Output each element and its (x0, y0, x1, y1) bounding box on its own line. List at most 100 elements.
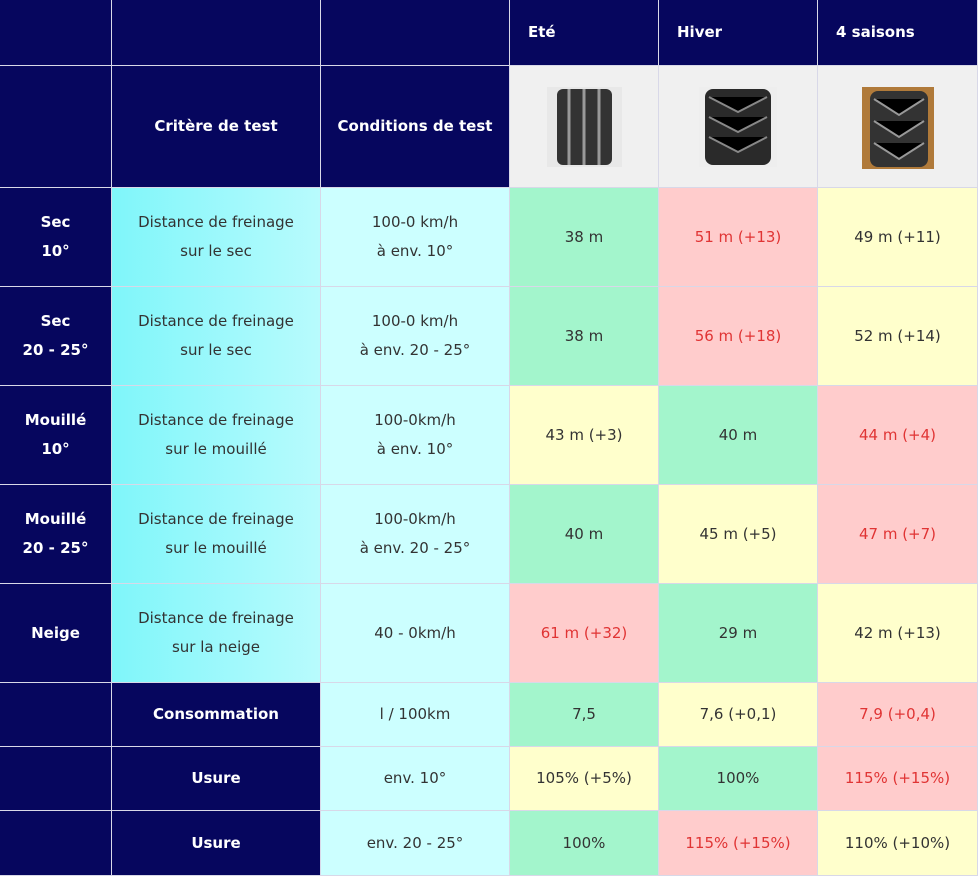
row-label: Neige (0, 584, 112, 683)
conditions-cell: 100-0km/h à env. 20 - 25° (321, 485, 510, 584)
header-cell (0, 0, 112, 66)
conditions-line: 100-0 km/h (371, 213, 459, 231)
column-header: Eté (510, 0, 659, 66)
result-value: 100% (562, 833, 606, 852)
result-cell: 52 m (+14) (818, 287, 978, 386)
criterion-cell: Distance de freinage sur le sec (112, 287, 321, 386)
conditions-line: à env. 10° (376, 440, 454, 458)
criterion-line: sur le mouillé (165, 440, 267, 458)
result-value: 7,9 (+0,4) (859, 705, 936, 723)
criterion-header: Critère de test (154, 117, 278, 135)
row-label-line: 20 - 25° (22, 341, 89, 359)
column-header: 4 saisons (818, 0, 978, 66)
criterion-cell: Distance de freinage sur le mouillé (112, 485, 321, 584)
result-value: 40 m (718, 425, 758, 444)
result-cell: 40 m (659, 386, 818, 485)
criterion-cell: Distance de freinage sur le mouillé (112, 386, 321, 485)
conditions-cell: 100-0 km/h à env. 10° (321, 188, 510, 287)
result-cell: 38 m (510, 188, 659, 287)
conditions-line: à env. 20 - 25° (359, 341, 471, 359)
header-cell (321, 0, 510, 66)
row-label-line: 10° (41, 440, 70, 458)
conditions-line: 100-0km/h (374, 510, 456, 528)
result-cell: 38 m (510, 287, 659, 386)
winter-tire-image (699, 87, 777, 167)
result-cell: 45 m (+5) (659, 485, 818, 584)
criterion-line: sur le mouillé (165, 539, 267, 557)
column-title: Eté (528, 23, 556, 41)
row-label-line: Neige (31, 623, 80, 642)
all-season-tire-image (862, 87, 934, 169)
row-label: Sec 20 - 25° (0, 287, 112, 386)
row-label: Mouillé 10° (0, 386, 112, 485)
criterion-line: Distance de freinage (138, 609, 294, 627)
conditions-cell: env. 10° (321, 747, 510, 811)
row-label (0, 811, 112, 876)
result-value: 40 m (564, 524, 604, 543)
conditions-line: env. 20 - 25° (366, 833, 464, 852)
result-value: 110% (+10%) (844, 833, 951, 852)
result-cell: 49 m (+11) (818, 188, 978, 287)
criterion-line: Usure (191, 769, 241, 787)
row-label-line: Sec (40, 213, 71, 231)
result-cell: 42 m (+13) (818, 584, 978, 683)
result-cell: 110% (+10%) (818, 811, 978, 876)
result-value: 61 m (+32) (540, 623, 628, 642)
result-cell: 7,6 (+0,1) (659, 683, 818, 747)
result-cell: 7,5 (510, 683, 659, 747)
result-value: 52 m (+14) (854, 326, 941, 345)
row-label-line: Sec (40, 312, 71, 330)
criterion-line: Distance de freinage (138, 312, 294, 330)
result-value: 47 m (+7) (858, 524, 937, 543)
result-value: 105% (+5%) (536, 769, 632, 787)
result-cell: 115% (+15%) (818, 747, 978, 811)
result-cell: 105% (+5%) (510, 747, 659, 811)
conditions-line: 100-0 km/h (371, 312, 459, 330)
result-value: 7,5 (572, 705, 596, 723)
result-cell: 43 m (+3) (510, 386, 659, 485)
criterion-line: Distance de freinage (138, 213, 294, 231)
result-value: 7,6 (+0,1) (699, 705, 777, 723)
conditions-cell: 100-0km/h à env. 10° (321, 386, 510, 485)
result-value: 45 m (+5) (699, 524, 777, 543)
column-title: Hiver (677, 23, 723, 41)
result-value: 38 m (564, 227, 604, 246)
criterion-line: Consommation (153, 705, 279, 723)
result-value: 38 m (564, 326, 604, 345)
column-title: 4 saisons (836, 23, 915, 41)
result-value: 56 m (+18) (694, 326, 782, 345)
criterion-line: sur le sec (180, 341, 252, 359)
criterion-line: sur la neige (171, 638, 261, 656)
result-value: 115% (+15%) (844, 769, 951, 787)
conditions-cell: 40 - 0km/h (321, 584, 510, 683)
result-cell: 56 m (+18) (659, 287, 818, 386)
result-cell: 44 m (+4) (818, 386, 978, 485)
result-cell: 61 m (+32) (510, 584, 659, 683)
result-cell: 51 m (+13) (659, 188, 818, 287)
criterion-cell: Usure (112, 811, 321, 876)
row-label-line: 10° (41, 242, 70, 260)
conditions-cell: 100-0 km/h à env. 20 - 25° (321, 287, 510, 386)
criterion-line: sur le sec (180, 242, 252, 260)
conditions-line: l / 100km (379, 705, 451, 723)
criterion-cell: Distance de freinage sur le sec (112, 188, 321, 287)
header-cell (0, 66, 112, 188)
result-value: 115% (+15%) (685, 833, 791, 852)
result-value: 100% (716, 769, 760, 787)
result-cell: 47 m (+7) (818, 485, 978, 584)
header-cell (112, 0, 321, 66)
row-label: Mouillé 20 - 25° (0, 485, 112, 584)
row-label: Sec 10° (0, 188, 112, 287)
row-label-line: Mouillé (24, 411, 87, 429)
result-cell: 100% (510, 811, 659, 876)
criterion-cell: Distance de freinage sur la neige (112, 584, 321, 683)
conditions-line: 40 - 0km/h (374, 623, 456, 642)
criterion-line: Usure (191, 833, 241, 852)
header-cell: Critère de test (112, 66, 321, 188)
row-label (0, 683, 112, 747)
row-label-line: Mouillé (24, 510, 87, 528)
column-header: Hiver (659, 0, 818, 66)
conditions-cell: l / 100km (321, 683, 510, 747)
conditions-line: à env. 10° (376, 242, 454, 260)
